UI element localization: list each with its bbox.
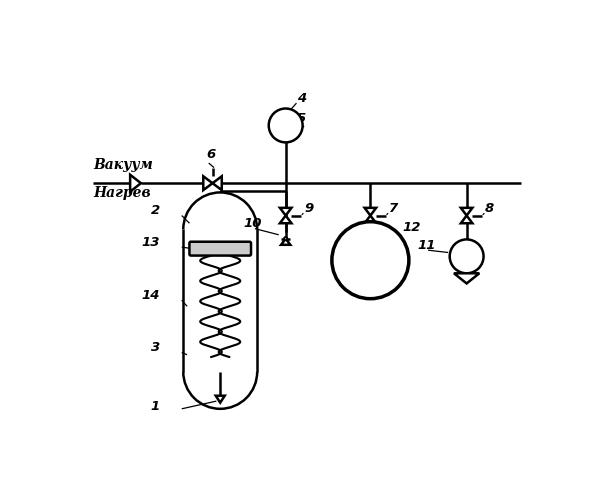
Text: 1: 1 xyxy=(151,400,160,413)
Polygon shape xyxy=(365,216,376,223)
Circle shape xyxy=(284,237,287,240)
Text: 7: 7 xyxy=(389,202,398,215)
Polygon shape xyxy=(461,208,472,216)
Text: 2: 2 xyxy=(151,204,160,217)
Circle shape xyxy=(450,240,484,274)
Text: 3: 3 xyxy=(151,341,160,354)
Polygon shape xyxy=(281,238,290,245)
Polygon shape xyxy=(212,176,222,190)
Text: Вакуум: Вакуум xyxy=(93,158,153,172)
Polygon shape xyxy=(203,176,212,190)
Polygon shape xyxy=(461,216,472,223)
Text: 9: 9 xyxy=(304,202,314,215)
Text: 13: 13 xyxy=(142,236,160,248)
Text: Нагрев: Нагрев xyxy=(93,186,151,200)
Polygon shape xyxy=(130,174,141,192)
Text: 14: 14 xyxy=(142,288,160,302)
Polygon shape xyxy=(280,208,292,216)
Text: 8: 8 xyxy=(485,202,494,215)
Text: 5: 5 xyxy=(297,112,306,124)
Polygon shape xyxy=(216,396,224,402)
Text: 11: 11 xyxy=(417,238,436,252)
Text: 6: 6 xyxy=(206,148,215,162)
Text: 4: 4 xyxy=(297,92,306,106)
FancyBboxPatch shape xyxy=(190,242,251,256)
Text: 12: 12 xyxy=(403,221,422,234)
Circle shape xyxy=(332,222,409,298)
Polygon shape xyxy=(280,216,292,223)
Polygon shape xyxy=(454,274,479,283)
Circle shape xyxy=(269,108,303,142)
Polygon shape xyxy=(365,208,376,216)
Text: 10: 10 xyxy=(243,217,262,230)
